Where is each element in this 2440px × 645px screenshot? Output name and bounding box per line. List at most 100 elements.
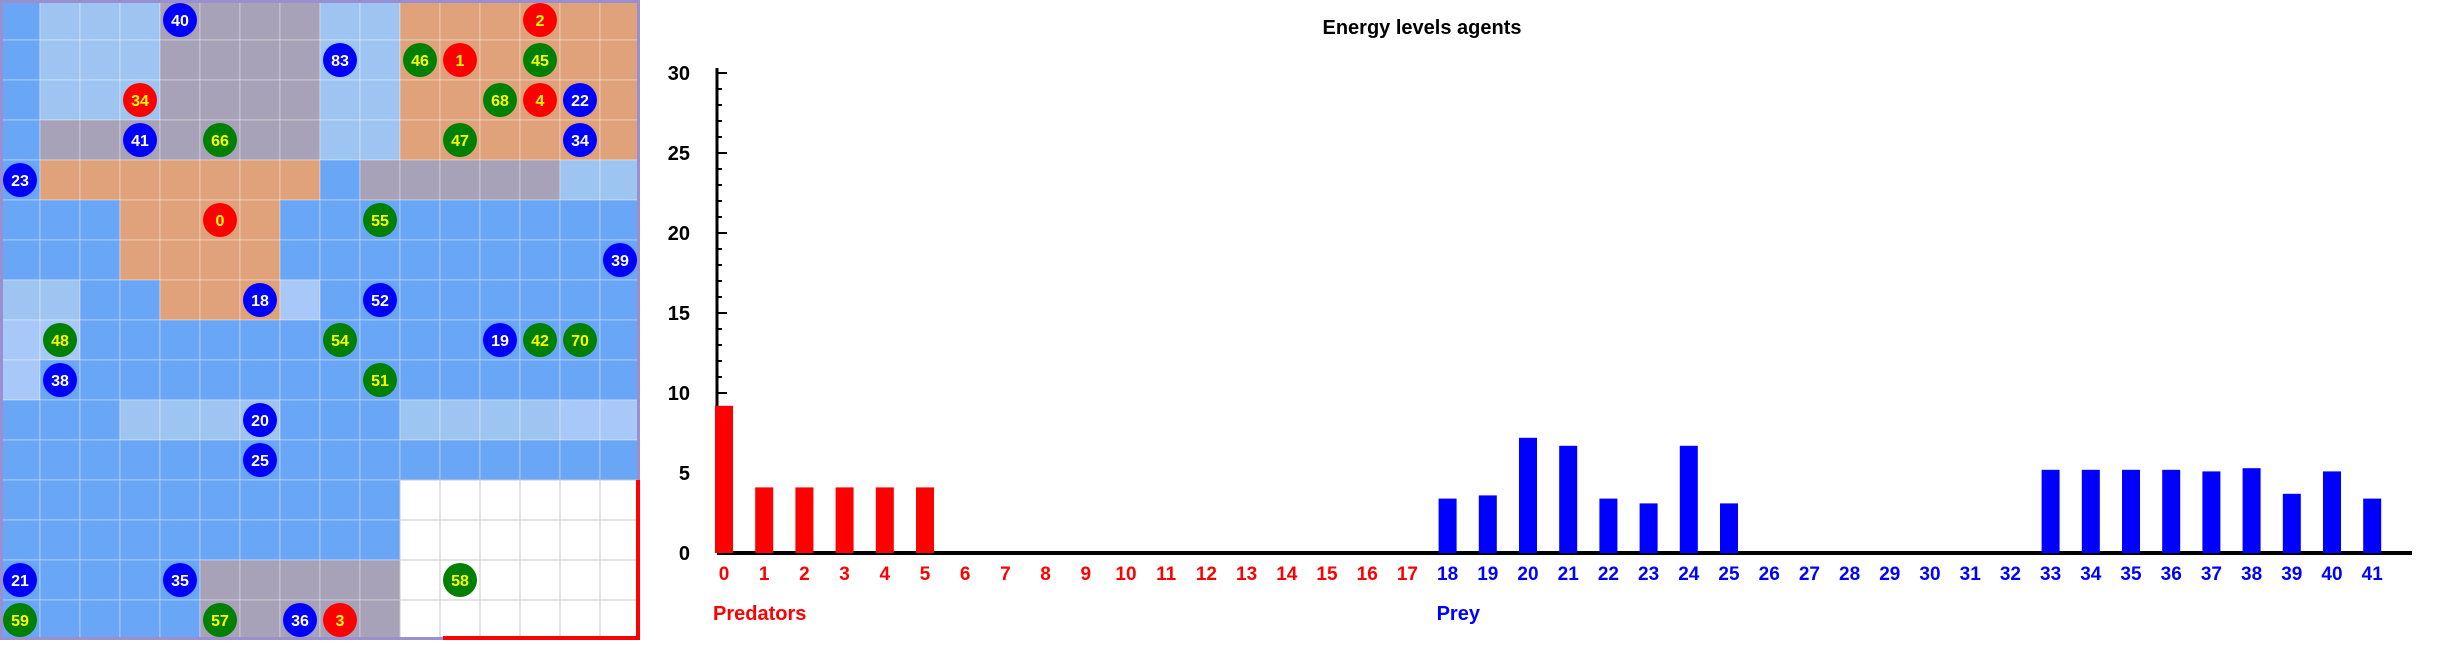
- food-agent-marker: [203, 603, 237, 637]
- grid-cell: [599, 399, 641, 441]
- grid-cell: [279, 119, 321, 161]
- grid-cell: [439, 279, 481, 321]
- grid-cell: [359, 599, 401, 641]
- grid-cell: [119, 359, 161, 401]
- x-tick-label: 10: [1115, 564, 1136, 585]
- agent-id-label: 18: [251, 293, 269, 310]
- grid-cell: [559, 39, 601, 81]
- x-tick-label: 11: [1156, 564, 1177, 585]
- prey-agent-marker: [163, 563, 197, 597]
- x-tick-label: 5: [920, 564, 931, 585]
- food-agent: 42: [523, 323, 557, 357]
- grid-cell: [199, 399, 241, 441]
- grid-cell: [239, 159, 281, 201]
- agent-id-label: 2: [536, 13, 545, 30]
- x-tick-label: 4: [880, 564, 891, 585]
- y-tick-label: 0: [679, 543, 690, 565]
- chart-title: Energy levels agents: [1323, 17, 1522, 39]
- grid-cell: [359, 159, 401, 201]
- grid-border: [0, 0, 640, 640]
- food-agent: 70: [563, 323, 597, 357]
- grid-cell: [0, 439, 41, 481]
- grid-cell: [279, 479, 321, 521]
- prey-agent: 38: [43, 363, 77, 397]
- grid-cell: [79, 399, 121, 441]
- grid-cell: [0, 119, 41, 161]
- agent-id-label: 20: [251, 413, 269, 430]
- prey-agent: 18: [243, 283, 277, 317]
- grid-cell: [559, 0, 601, 41]
- grid-cell: [39, 119, 81, 161]
- grid-cell: [239, 199, 281, 241]
- grid-canvas: 40 2 83 46 1 45 34 68 4 22 41 66 47 34 23 0 55 39 18 52 48 54…: [0, 0, 641, 641]
- x-tick-label: 2: [799, 564, 810, 585]
- grid-cell: [359, 79, 401, 121]
- predator-agent-marker: [123, 83, 157, 117]
- food-agent: 48: [43, 323, 77, 357]
- grid-cell: [239, 39, 281, 81]
- agent-id-label: 47: [451, 133, 469, 150]
- x-tick-label: 12: [1196, 564, 1217, 585]
- grid-cell: [79, 479, 121, 521]
- grid-cell: [599, 439, 641, 481]
- grid-cell: [319, 119, 361, 161]
- grid-cell: [399, 0, 441, 41]
- simulation-grid: 40 2 83 46 1 45 34 68 4 22 41 66 47 34 23 0 55 39 18 52 48 54…: [0, 0, 641, 641]
- grid-cell: [279, 399, 321, 441]
- grid-cell: [159, 519, 201, 561]
- agent-id-label: 19: [491, 333, 509, 350]
- x-tick-label: 34: [2080, 564, 2102, 585]
- grid-cell: [559, 159, 601, 201]
- grid-cell: [399, 159, 441, 201]
- grid-cell: [79, 159, 121, 201]
- grid-cell: [399, 399, 441, 441]
- agent-id-label: 48: [51, 333, 69, 350]
- grid-cell: [519, 399, 561, 441]
- bar: [2041, 469, 2060, 553]
- grid-cell: [79, 199, 121, 241]
- grid-cell: [519, 559, 561, 601]
- predator-agent: 1: [443, 43, 477, 77]
- grid-cell: [39, 519, 81, 561]
- food-agent: 58: [443, 563, 477, 597]
- grid-cell: [39, 239, 81, 281]
- grid-cell: [319, 359, 361, 401]
- grid-cell: [319, 199, 361, 241]
- grid-cell: [319, 479, 361, 521]
- agent-id-label: 39: [611, 253, 629, 270]
- grid-cell: [79, 279, 121, 321]
- grid-cell: [479, 359, 521, 401]
- bar: [2363, 498, 2382, 553]
- grid-cell: [479, 279, 521, 321]
- grid-cell: [0, 479, 41, 521]
- grid-cell: [559, 399, 601, 441]
- grid-cell: [599, 79, 641, 121]
- prey-agent-marker: [563, 83, 597, 117]
- bar: [1478, 495, 1497, 553]
- grid-cell: [239, 559, 281, 601]
- grid-cell: [279, 439, 321, 481]
- grid-cell: [199, 439, 241, 481]
- grid-cell: [79, 599, 121, 641]
- grid-cell: [359, 559, 401, 601]
- grid-cell: [399, 239, 441, 281]
- agent-id-label: 40: [171, 13, 189, 30]
- grid-cell: [559, 519, 601, 561]
- prey-agent-marker: [43, 363, 77, 397]
- grid-cell: [159, 599, 201, 641]
- x-tick-label: 37: [2201, 564, 2222, 585]
- food-agent-marker: [203, 123, 237, 157]
- grid-cell: [519, 159, 561, 201]
- x-tick-label: 40: [2321, 564, 2342, 585]
- grid-cell: [199, 559, 241, 601]
- grid-cell: [399, 199, 441, 241]
- grid-cell: [119, 0, 161, 41]
- grid-cell: [239, 599, 281, 641]
- agent-id-label: 1: [456, 53, 465, 70]
- food-agent: 51: [363, 363, 397, 397]
- food-agent-marker: [323, 323, 357, 357]
- grid-cell: [279, 0, 321, 41]
- bar: [1438, 498, 1457, 553]
- grid-cell: [39, 479, 81, 521]
- grid-cell: [519, 199, 561, 241]
